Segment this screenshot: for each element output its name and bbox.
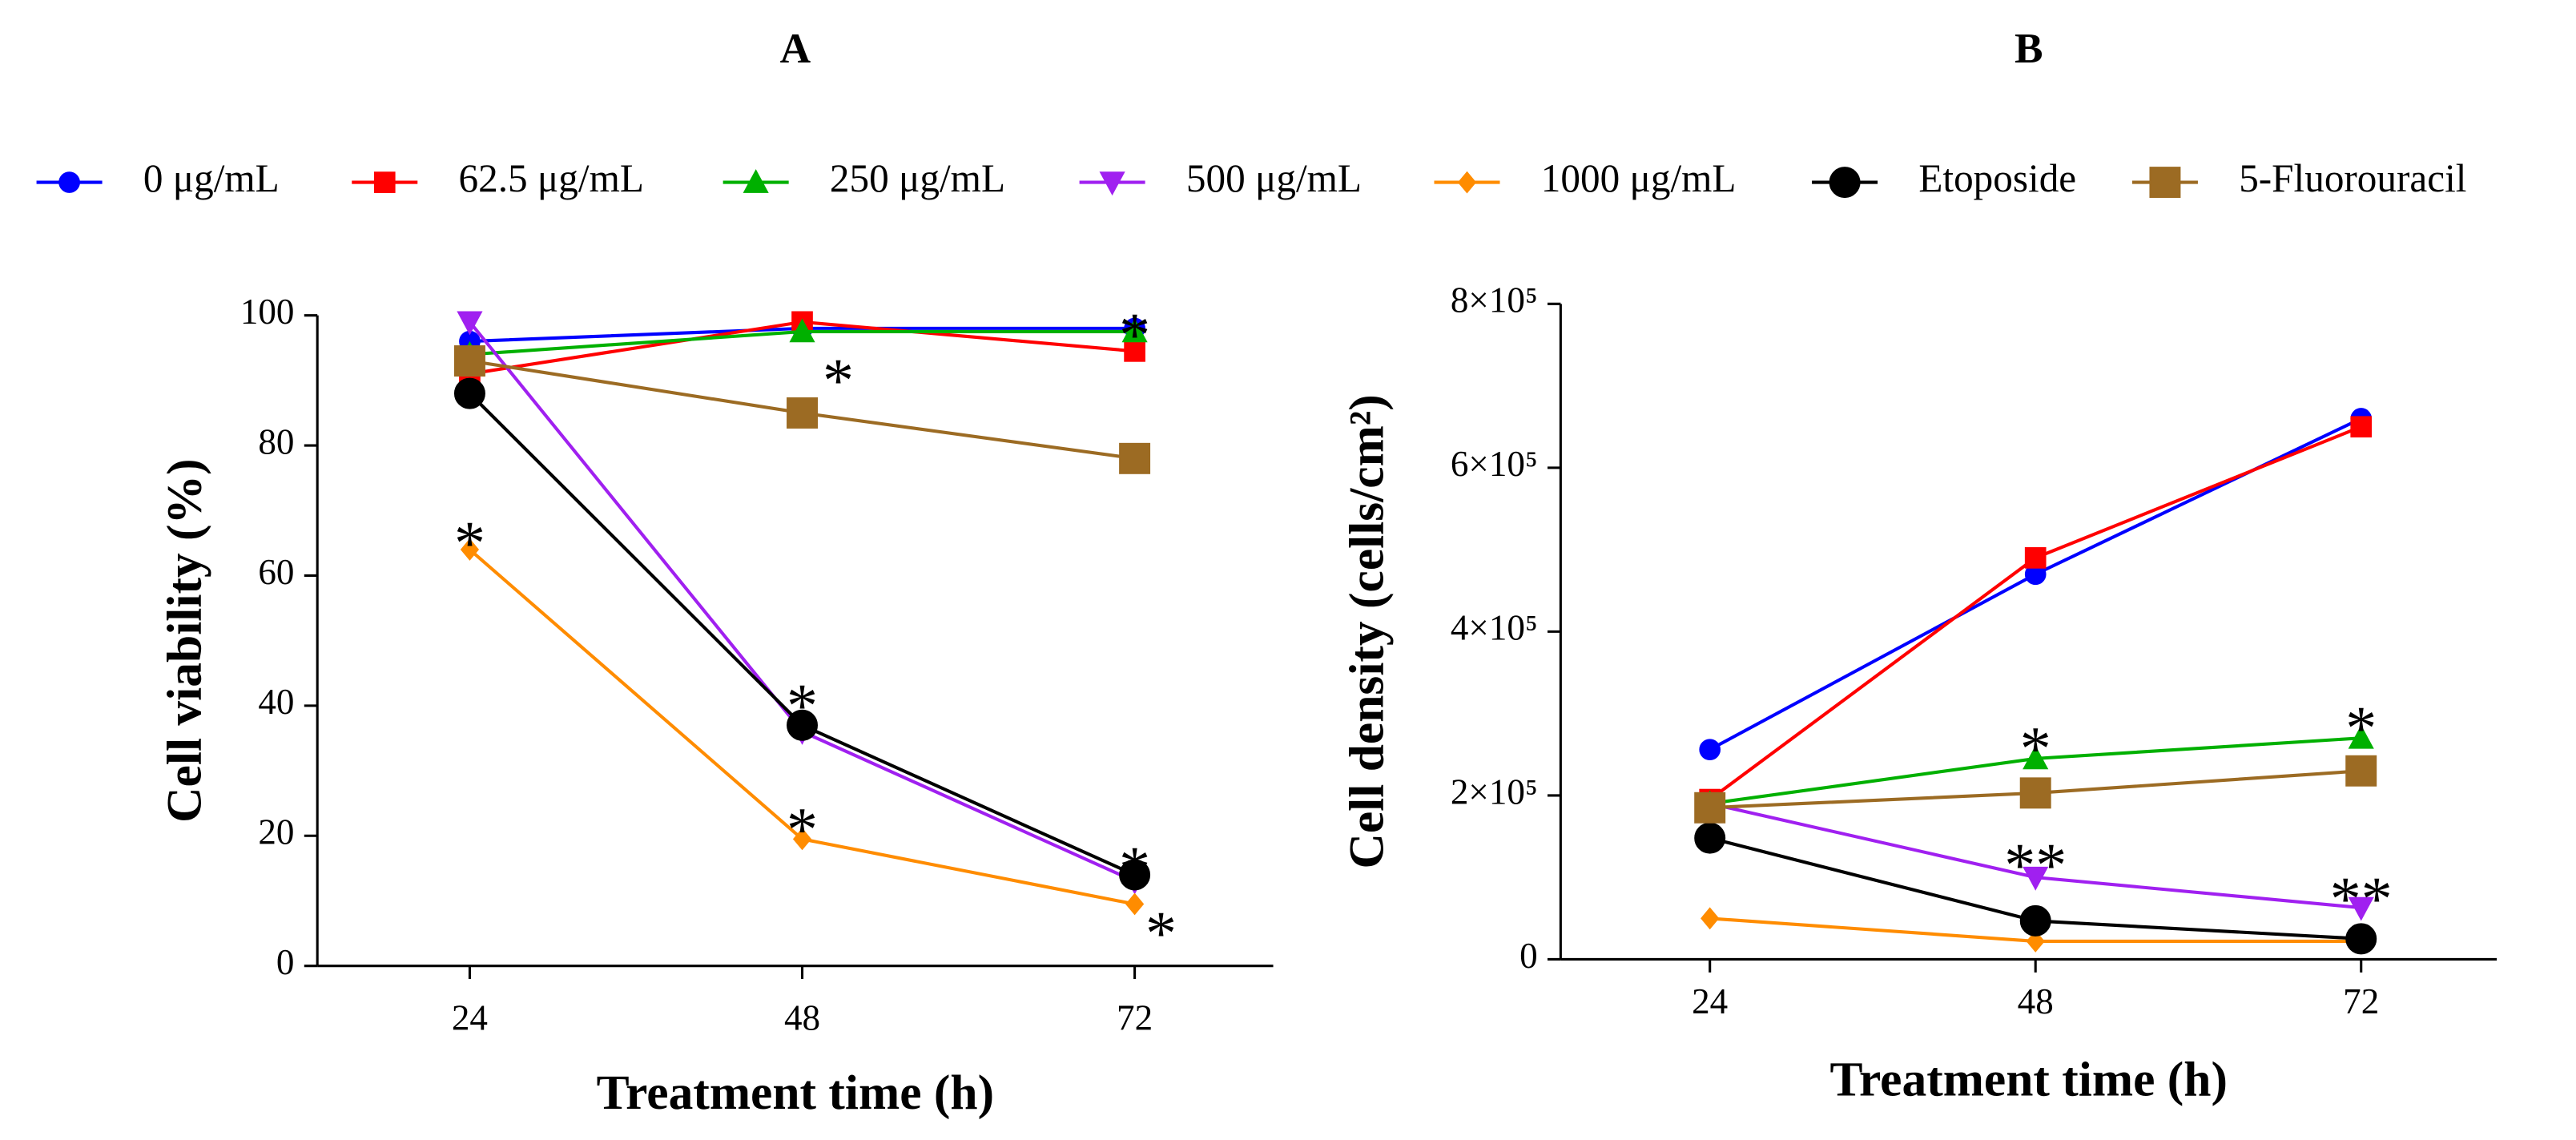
x-tick-label: 72 bbox=[1117, 998, 1153, 1038]
marker bbox=[1694, 822, 1726, 854]
x-tick-label: 24 bbox=[1692, 981, 1728, 1021]
legend-marker bbox=[373, 171, 396, 193]
y-tick-label: 0 bbox=[1519, 936, 1538, 976]
y-tick-label: 80 bbox=[258, 421, 294, 461]
chart-title: B bbox=[2015, 24, 2043, 72]
x-tick-label: 48 bbox=[784, 998, 820, 1038]
marker bbox=[2348, 896, 2374, 921]
marker bbox=[2026, 930, 2045, 953]
marker bbox=[1699, 739, 1721, 760]
annotation: * bbox=[1119, 834, 1150, 903]
marker bbox=[787, 709, 818, 741]
marker bbox=[789, 318, 815, 343]
marker bbox=[453, 377, 485, 409]
annotation: * bbox=[2345, 694, 2377, 763]
legend-marker bbox=[2149, 167, 2181, 199]
legend-marker bbox=[1099, 171, 1125, 196]
annotation: * bbox=[787, 795, 818, 864]
x-tick-label: 24 bbox=[452, 998, 488, 1038]
annotation: * bbox=[823, 346, 854, 415]
y-axis-title: Cell viability (%) bbox=[157, 458, 211, 822]
marker bbox=[2019, 777, 2051, 809]
y-tick-label: 60 bbox=[258, 552, 294, 592]
legend-marker bbox=[1457, 171, 1477, 194]
annotation: * bbox=[1145, 899, 1177, 968]
marker bbox=[2345, 923, 2377, 955]
y-tick-label: 40 bbox=[258, 682, 294, 722]
y-axis-title: Cell density (cells/cm²) bbox=[1340, 394, 1395, 868]
annotation: * bbox=[454, 509, 485, 578]
marker bbox=[2348, 724, 2374, 749]
y-tick-label: 6×10⁵ bbox=[1451, 444, 1538, 484]
marker bbox=[2024, 547, 2047, 569]
annotation: * bbox=[787, 671, 818, 740]
y-tick-label: 4×10⁵ bbox=[1451, 608, 1538, 648]
legend-label: 1000 μg/mL bbox=[1541, 156, 1737, 200]
marker bbox=[460, 538, 480, 561]
legend-marker bbox=[58, 171, 80, 193]
marker bbox=[2350, 416, 2373, 438]
y-tick-label: 100 bbox=[240, 292, 295, 332]
marker bbox=[457, 311, 483, 336]
x-tick-label: 72 bbox=[2343, 981, 2379, 1021]
legend-label: Etoposide bbox=[1918, 156, 2076, 200]
legend-marker bbox=[1829, 167, 1861, 199]
legend-label: 62.5 μg/mL bbox=[459, 156, 644, 200]
annotation: * bbox=[1119, 300, 1150, 369]
y-tick-label: 8×10⁵ bbox=[1451, 280, 1538, 320]
legend-label: 5-Fluorouracil bbox=[2239, 156, 2466, 200]
marker bbox=[1121, 318, 1148, 343]
marker bbox=[787, 397, 818, 429]
marker bbox=[1119, 442, 1151, 474]
y-tick-label: 0 bbox=[276, 942, 295, 982]
legend-label: 250 μg/mL bbox=[830, 156, 1005, 200]
marker bbox=[2345, 755, 2377, 787]
annotation: * bbox=[2020, 715, 2051, 783]
y-tick-label: 2×10⁵ bbox=[1451, 771, 1538, 812]
annotation: ** bbox=[2330, 864, 2393, 933]
legend-marker bbox=[743, 169, 769, 193]
x-axis-title: Treatment time (h) bbox=[1830, 1052, 2228, 1106]
marker bbox=[1124, 340, 1145, 362]
marker bbox=[1119, 859, 1151, 891]
marker bbox=[2023, 745, 2049, 770]
chart-title: A bbox=[780, 24, 811, 72]
marker bbox=[1125, 892, 1145, 916]
x-axis-title: Treatment time (h) bbox=[597, 1065, 994, 1120]
marker bbox=[1694, 792, 1726, 824]
marker bbox=[2023, 866, 2049, 891]
marker bbox=[792, 828, 812, 851]
marker bbox=[453, 345, 485, 377]
marker bbox=[1701, 907, 1720, 930]
annotation: ** bbox=[2004, 831, 2067, 900]
marker bbox=[2019, 904, 2051, 937]
x-tick-label: 48 bbox=[2018, 981, 2054, 1021]
legend-label: 0 μg/mL bbox=[143, 156, 280, 200]
legend-label: 500 μg/mL bbox=[1186, 156, 1362, 200]
y-tick-label: 20 bbox=[258, 812, 294, 852]
